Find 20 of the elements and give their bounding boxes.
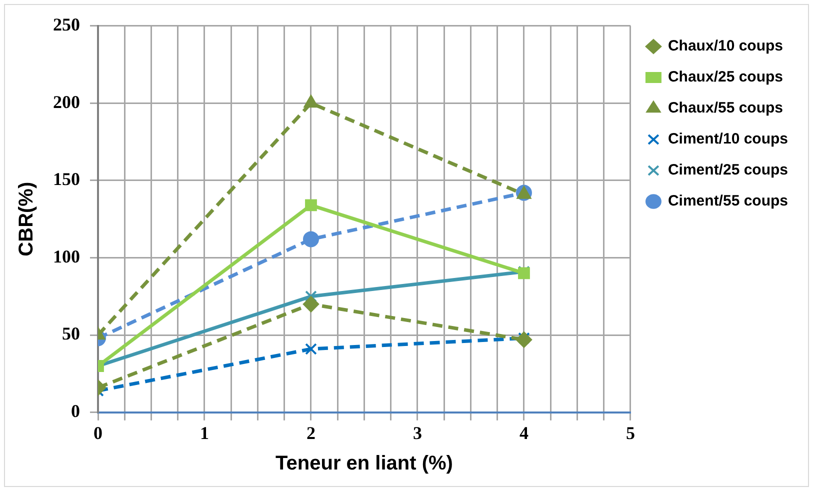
x-tick-label: 4	[519, 422, 528, 443]
y-tick-label: 200	[53, 92, 80, 112]
legend-label: Chaux/25 coups	[668, 68, 784, 86]
legend-label: Ciment/25 coups	[668, 162, 788, 179]
legend-label: Chaux/55 coups	[668, 100, 784, 117]
legend-label: Ciment/10 coups	[668, 130, 788, 148]
x-tick-label: 0	[94, 422, 102, 443]
legend-label: Chaux/10 coups	[668, 38, 784, 55]
x-tick-label: 2	[306, 422, 316, 443]
y-axis-title: CBR(%)	[16, 182, 38, 256]
x-tick-label: 3	[412, 422, 422, 443]
x-tick-label: 5	[626, 422, 635, 443]
y-tick-label: 150	[53, 169, 80, 190]
x-tick-label: 1	[200, 422, 209, 443]
y-tick-label: 250	[53, 14, 80, 34]
legend-label: Ciment/55 coups	[668, 192, 788, 210]
y-tick-label: 100	[53, 246, 80, 266]
y-tick-label: 50	[62, 324, 80, 344]
x-axis-title: Teneur en liant (%)	[276, 452, 453, 475]
y-tick-label: 0	[71, 401, 80, 422]
